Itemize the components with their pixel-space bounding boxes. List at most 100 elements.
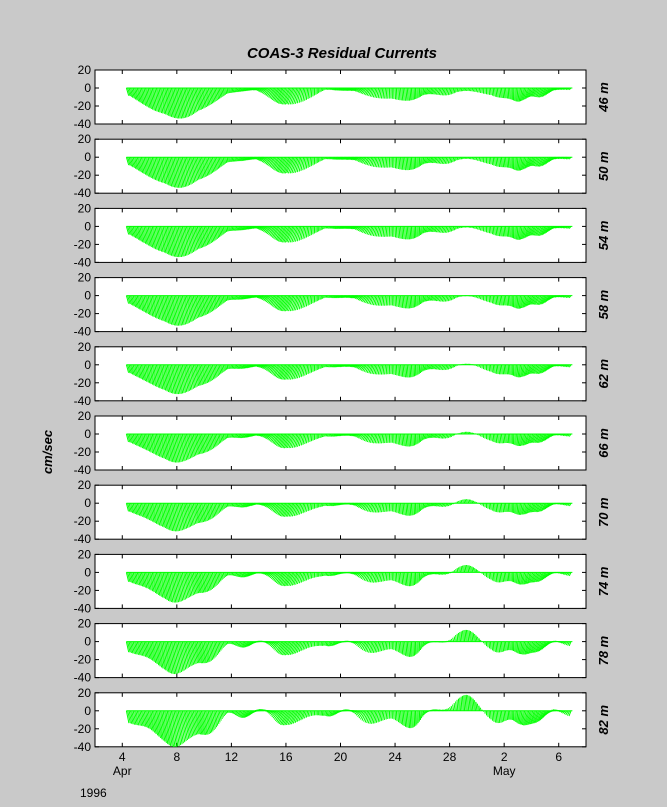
stick	[270, 295, 277, 306]
stick	[237, 87, 241, 93]
stick	[275, 87, 283, 103]
stick	[198, 710, 204, 735]
stick	[279, 572, 287, 586]
stick	[455, 87, 457, 93]
stick	[294, 87, 301, 104]
stick	[529, 364, 534, 375]
stick	[384, 433, 386, 444]
stick	[430, 433, 434, 438]
stick	[462, 499, 464, 504]
stick	[196, 157, 202, 179]
stick	[211, 87, 216, 102]
stick	[405, 295, 408, 309]
stick	[441, 157, 445, 165]
stick	[168, 295, 174, 326]
stick	[153, 226, 158, 250]
stick	[273, 364, 280, 376]
stick	[246, 433, 251, 438]
year-label: 1996	[80, 786, 107, 800]
stick	[293, 87, 299, 105]
stick	[236, 364, 239, 369]
stick	[431, 87, 436, 95]
stick	[400, 364, 402, 377]
stick	[422, 641, 425, 648]
stick	[517, 641, 520, 654]
stick	[206, 226, 211, 244]
stick	[138, 641, 142, 656]
stick	[190, 572, 196, 595]
stick	[283, 641, 291, 656]
stick	[499, 433, 502, 444]
stick	[157, 572, 162, 597]
stick	[296, 87, 302, 104]
stick	[532, 433, 538, 443]
stick	[139, 572, 144, 587]
stick	[221, 433, 224, 441]
stick	[222, 87, 225, 96]
stick	[215, 364, 220, 376]
stick	[145, 433, 149, 451]
stick	[363, 156, 369, 165]
stick	[181, 226, 188, 256]
stick	[527, 87, 532, 98]
stick	[368, 433, 373, 443]
stick	[154, 87, 160, 113]
stick	[535, 572, 541, 583]
stick	[371, 295, 376, 305]
depth-label: 50 m	[596, 151, 611, 181]
stick	[277, 364, 284, 379]
stick	[154, 710, 160, 737]
stick	[143, 433, 148, 451]
stick	[296, 710, 302, 723]
stick	[173, 433, 179, 463]
stick	[455, 568, 457, 573]
stick	[238, 710, 242, 717]
stick	[441, 502, 445, 507]
stick	[132, 433, 137, 446]
stick	[412, 433, 414, 446]
stick	[533, 641, 539, 653]
stick	[213, 87, 217, 102]
depth-label: 66 m	[596, 428, 611, 458]
stick	[288, 433, 295, 449]
stick	[169, 572, 175, 603]
stick	[238, 641, 242, 647]
stick	[265, 364, 272, 371]
stick	[194, 710, 200, 735]
stick	[409, 226, 412, 240]
stick	[524, 295, 528, 308]
stick	[233, 572, 236, 576]
stick	[282, 433, 290, 449]
stick	[243, 433, 247, 439]
stick	[356, 295, 362, 300]
stick	[300, 572, 305, 583]
stick	[431, 295, 436, 301]
stick	[423, 503, 426, 509]
stick	[145, 503, 149, 520]
stick	[530, 572, 535, 583]
stick	[238, 226, 242, 231]
stick	[166, 87, 173, 118]
stick	[441, 87, 445, 96]
stick	[480, 226, 482, 231]
stick	[420, 572, 422, 581]
stick	[145, 226, 149, 246]
stick	[377, 226, 381, 237]
stick	[166, 226, 173, 256]
stick	[147, 641, 152, 660]
stick	[274, 226, 281, 240]
stick	[368, 87, 373, 97]
stick	[298, 641, 303, 652]
stick	[231, 433, 234, 438]
stick	[449, 364, 452, 370]
stick	[518, 87, 521, 102]
stick	[132, 295, 137, 308]
stick	[289, 572, 296, 586]
stick	[244, 295, 249, 300]
stick	[276, 502, 283, 515]
stick	[222, 572, 225, 579]
stick	[161, 503, 166, 529]
stick	[503, 364, 506, 375]
stick	[372, 710, 377, 724]
stick	[134, 503, 138, 515]
